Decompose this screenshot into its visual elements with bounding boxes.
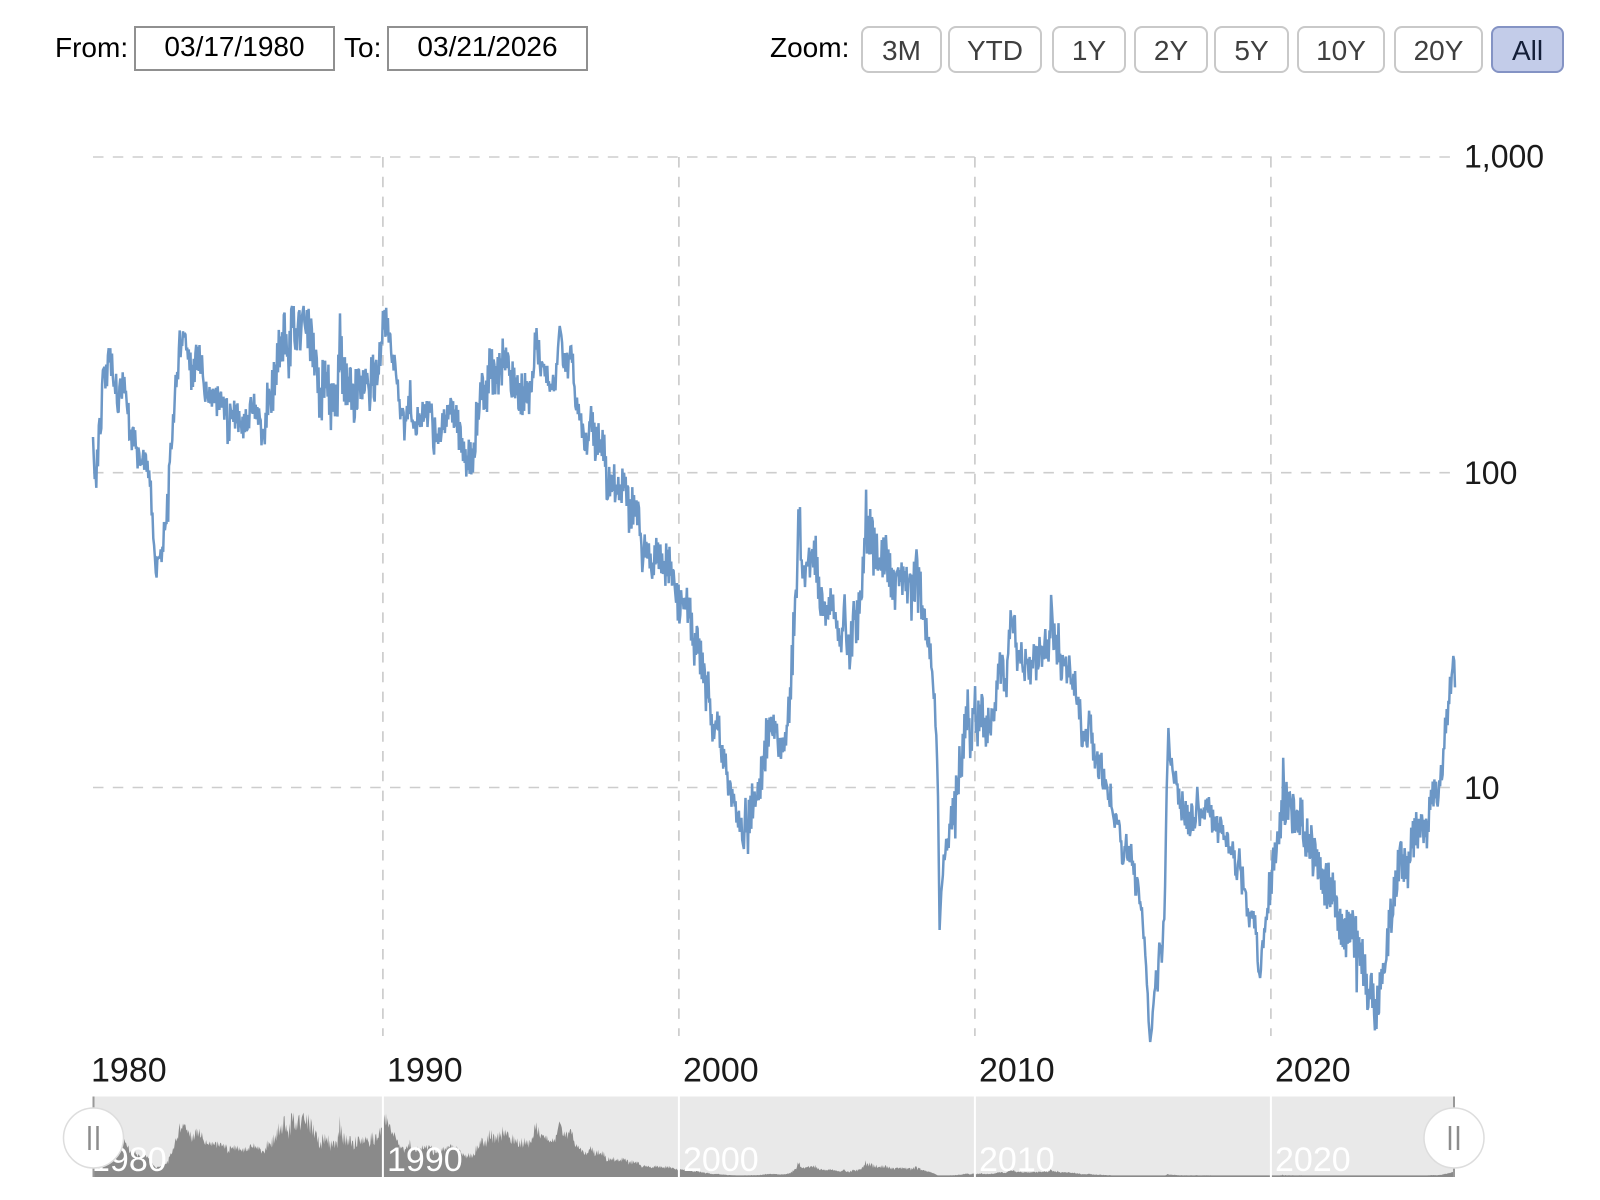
svg-text:2010: 2010 [979, 1141, 1055, 1179]
svg-text:10: 10 [1464, 770, 1500, 806]
svg-text:2020: 2020 [1275, 1052, 1351, 1090]
svg-text:100: 100 [1464, 455, 1517, 491]
svg-text:1990: 1990 [387, 1141, 463, 1179]
svg-text:2000: 2000 [683, 1052, 759, 1090]
svg-text:2020: 2020 [1275, 1141, 1351, 1179]
svg-text:1990: 1990 [387, 1052, 463, 1090]
svg-text:1980: 1980 [91, 1052, 167, 1090]
svg-text:1,000: 1,000 [1464, 139, 1544, 175]
svg-text:2000: 2000 [683, 1141, 759, 1179]
svg-text:2010: 2010 [979, 1052, 1055, 1090]
